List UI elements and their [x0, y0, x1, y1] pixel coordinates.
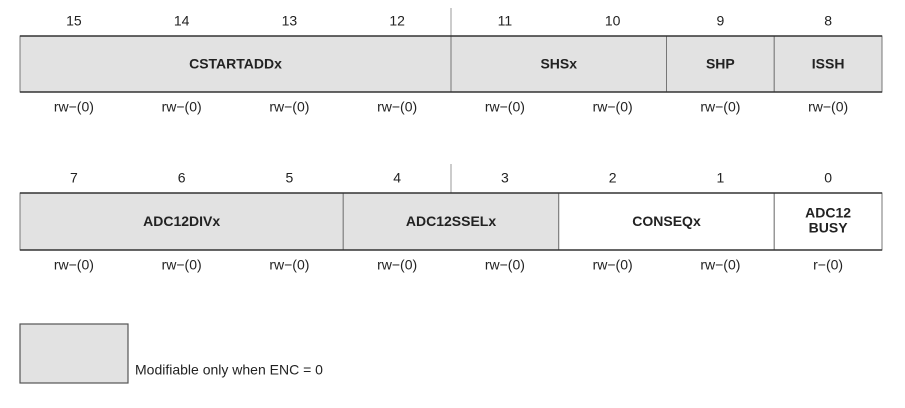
field-cell: [773, 35, 883, 93]
access-label: rw−(0): [162, 257, 202, 273]
access-label: rw−(0): [700, 99, 740, 115]
access-label: rw−(0): [593, 99, 633, 115]
bit-number: 12: [389, 13, 405, 29]
bit-number: 6: [178, 170, 186, 186]
access-label: r−(0): [813, 257, 843, 273]
field-cell: [666, 35, 775, 93]
bit-number: 2: [609, 170, 617, 186]
field-name: BUSY: [809, 220, 849, 236]
field-name: ADC12SSELx: [406, 213, 496, 229]
bit-number: 9: [716, 13, 724, 29]
field-cell: [342, 192, 560, 251]
access-label: rw−(0): [593, 257, 633, 273]
access-label: rw−(0): [377, 99, 417, 115]
legend-swatch: [19, 323, 129, 384]
access-label: rw−(0): [808, 99, 848, 115]
field-name: ADC12DIVx: [143, 213, 220, 229]
bit-number: 1: [716, 170, 724, 186]
access-label: rw−(0): [700, 257, 740, 273]
field-cell: [19, 35, 452, 93]
bit-number: 13: [282, 13, 298, 29]
access-label: rw−(0): [269, 99, 309, 115]
access-label: rw−(0): [269, 257, 309, 273]
bit-number: 15: [66, 13, 82, 29]
bit-number: 3: [501, 170, 509, 186]
legend-text: Modifiable only when ENC = 0: [135, 362, 323, 378]
access-label: rw−(0): [377, 257, 417, 273]
bit-number: 0: [824, 170, 832, 186]
bit-number: 14: [174, 13, 190, 29]
access-label: rw−(0): [54, 99, 94, 115]
field-cell: [773, 192, 883, 251]
field-name: CONSEQx: [632, 213, 701, 229]
bit-number: 7: [70, 170, 78, 186]
access-label: rw−(0): [485, 99, 525, 115]
access-label: rw−(0): [162, 99, 202, 115]
field-name: ISSH: [812, 56, 845, 72]
field-name: ADC12: [805, 205, 851, 221]
field-name: SHP: [706, 56, 735, 72]
field-name: SHSx: [540, 56, 577, 72]
bit-number: 10: [605, 13, 621, 29]
bit-number: 11: [498, 13, 513, 29]
access-label: rw−(0): [485, 257, 525, 273]
access-label: rw−(0): [54, 257, 94, 273]
bit-number: 8: [824, 13, 832, 29]
field-cell: [19, 192, 344, 251]
field-name: CSTARTADDx: [189, 56, 282, 72]
bit-number: 5: [285, 170, 293, 186]
bit-number: 4: [393, 170, 401, 186]
